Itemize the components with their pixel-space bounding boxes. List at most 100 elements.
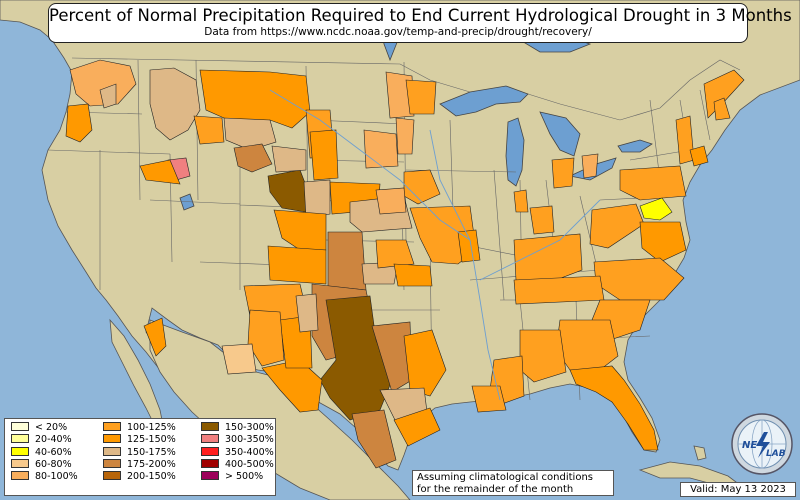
- legend-item: 175-200%: [103, 458, 176, 471]
- legend-label: 100-125%: [127, 422, 176, 433]
- legend-column-1: < 20% 20-40% 40-60% 60-80% 80-100%: [11, 422, 78, 483]
- region-tx-coast-125: [393, 407, 441, 447]
- region-pa-100: [619, 165, 687, 201]
- legend-swatch: [11, 434, 29, 444]
- logo-text-bottom: LAB: [766, 449, 786, 459]
- legend-item: < 20%: [11, 422, 78, 434]
- legend-item: 125-150%: [103, 434, 176, 446]
- region-ks-175: [327, 231, 367, 291]
- region-nj-125: [689, 145, 709, 167]
- note-line-1: Assuming climatological conditions: [417, 472, 593, 483]
- legend: < 20% 20-40% 40-60% 60-80% 80-100% 100-125% 1…: [4, 418, 276, 496]
- rivers: [269, 89, 601, 401]
- legend-label: 175-200%: [127, 458, 176, 470]
- legend-label: 350-400%: [225, 446, 274, 458]
- region-ne-state-100: [713, 97, 731, 121]
- region-az-100: [247, 309, 285, 367]
- note-line-2: for the remainder of the month: [417, 483, 574, 495]
- region-il-100: [513, 189, 529, 213]
- legend-label: 150-175%: [127, 446, 176, 458]
- legend-swatch: [103, 422, 121, 431]
- region-mo-125: [457, 229, 481, 263]
- legend-item: 300-350%: [201, 434, 274, 446]
- map-title: Percent of Normal Precipitation Required…: [49, 6, 792, 25]
- region-va-125: [639, 221, 687, 263]
- legend-label: 60-80%: [35, 458, 72, 470]
- region-tn-100: [513, 275, 605, 305]
- legend-item: 350-400%: [201, 446, 274, 459]
- region-co-125b: [267, 245, 327, 285]
- region-wi-80: [395, 117, 415, 155]
- region-ne-80: [375, 187, 407, 215]
- legend-label: 40-60%: [35, 446, 72, 458]
- legend-swatch: [201, 446, 219, 456]
- region-tx-s-175: [351, 409, 397, 469]
- legend-swatch: [103, 434, 121, 444]
- lake-huron: [539, 111, 581, 157]
- globe-logo-icon: NE LAB: [731, 413, 793, 475]
- region-mi-100: [551, 157, 575, 189]
- legend-swatch: [201, 458, 219, 468]
- region-nw-150: [99, 83, 117, 109]
- legend-swatch: [103, 458, 121, 468]
- legend-label: 300-350%: [225, 434, 274, 446]
- legend-item: 150-175%: [103, 446, 176, 459]
- region-md-40-60: [639, 197, 673, 221]
- title-box: Percent of Normal Precipitation Required…: [48, 3, 792, 43]
- region-id-150: [149, 67, 201, 141]
- region-wy-150: [271, 145, 307, 173]
- valid-date-box: Valid: May 13 2023: [680, 482, 796, 497]
- region-ga-100: [555, 319, 619, 371]
- region-mt-100: [193, 115, 225, 145]
- legend-swatch: [11, 458, 29, 468]
- region-sd-125: [309, 129, 339, 181]
- region-sd-80: [363, 129, 399, 169]
- legend-item: 100-125%: [103, 422, 176, 434]
- legend-swatch: [11, 422, 29, 431]
- legend-item: 150-300%: [201, 422, 274, 434]
- drought-regions: [65, 59, 745, 469]
- legend-label: 80-100%: [35, 471, 78, 483]
- legend-item: 60-80%: [11, 458, 78, 471]
- region-va-100: [589, 203, 645, 249]
- legend-swatch: [103, 446, 121, 456]
- mississippi-river: [429, 129, 501, 401]
- region-in-100: [529, 205, 555, 235]
- logo-text-top: NE: [742, 440, 757, 451]
- ohio-river: [479, 199, 601, 281]
- legend-label: 20-40%: [35, 434, 72, 446]
- region-id-125: [139, 159, 181, 185]
- note-box: Assuming climatological conditions for t…: [412, 470, 614, 496]
- legend-item: 20-40%: [11, 434, 78, 446]
- region-fl-125: [569, 365, 659, 451]
- legend-label: 400-500%: [225, 458, 274, 470]
- legend-label: 200-150%: [127, 471, 176, 483]
- legend-label: 125-150%: [127, 434, 176, 446]
- map-subtitle: Data from https://www.ncdc.noaa.gov/temp…: [204, 26, 592, 38]
- lake-superior: [439, 85, 529, 117]
- region-oh-80: [581, 153, 599, 179]
- region-tx-e-125: [403, 329, 447, 397]
- region-ok-100: [375, 239, 415, 269]
- region-gulf-100: [471, 385, 507, 413]
- lake-michigan: [505, 117, 525, 187]
- region-ne-coast-100: [703, 69, 745, 119]
- region-mn-100: [405, 79, 437, 115]
- region-or-125: [65, 103, 93, 143]
- legend-label: 150-300%: [225, 422, 274, 433]
- lake-ontario: [617, 139, 653, 153]
- legend-item: 40-60%: [11, 446, 78, 459]
- region-nm-150: [295, 293, 319, 333]
- bahamas: [693, 445, 707, 461]
- region-ca-125: [143, 317, 167, 357]
- legend-label: < 20%: [35, 422, 68, 433]
- legend-column-2: 100-125% 125-150% 150-175% 175-200% 200-150%: [103, 422, 176, 483]
- legend-item: 80-100%: [11, 471, 78, 483]
- region-nw-80-100: [69, 59, 137, 107]
- legend-swatch: [201, 434, 219, 444]
- region-ok-125: [393, 263, 433, 287]
- missouri-river: [269, 89, 471, 241]
- legend-item: 400-500%: [201, 458, 274, 471]
